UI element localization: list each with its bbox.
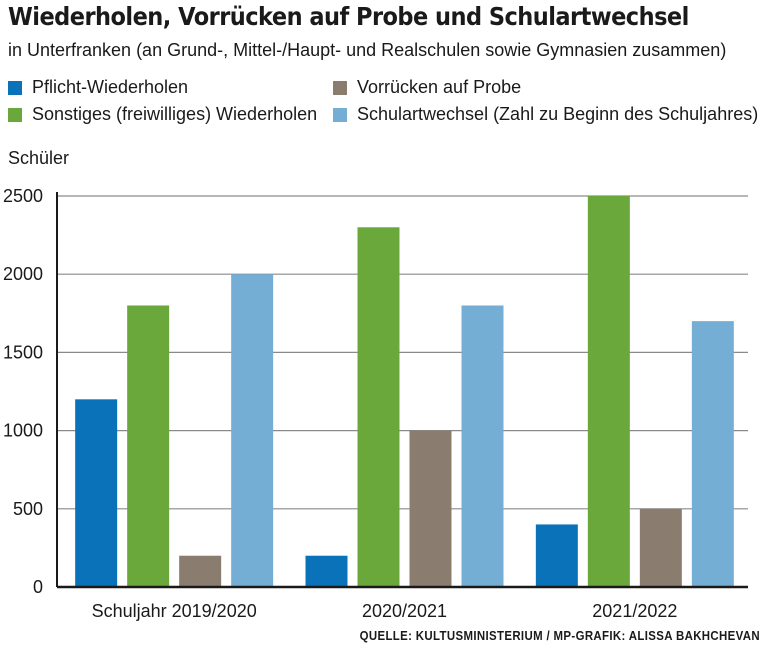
chart-subtitle: in Unterfranken (an Grund-, Mittel-/Haup… <box>8 40 727 60</box>
legend-item-pflicht: Pflicht-Wiederholen <box>8 77 188 98</box>
y-tick-label-0: 0 <box>33 577 43 597</box>
y-tick-label-1500: 1500 <box>3 342 43 362</box>
chart-title: Wiederholen, Vorrücken auf Probe und Sch… <box>8 2 689 31</box>
bar-4-1 <box>231 274 274 587</box>
x-tick-label-1: Schuljahr 2019/2020 <box>92 601 257 621</box>
bar-4-2 <box>461 305 504 587</box>
x-tick-label-3: 2021/2022 <box>592 601 677 621</box>
y-axis-label: Schüler <box>8 148 70 168</box>
legend-item-sonstiges: Sonstiges (freiwilliges) Wiederholen <box>8 104 317 125</box>
bar-1-3 <box>535 524 578 587</box>
source-credit: QUELLE: KULTUSMINISTERIUM / MP-GRAFIK: A… <box>359 628 760 643</box>
legend-swatch-schulartwechsel <box>333 107 347 122</box>
legend-item-schulartwechsel: Schulartwechsel (Zahl zu Beginn des Schu… <box>333 104 758 125</box>
x-tick-label-2: 2020/2021 <box>362 601 447 621</box>
bar-2-1 <box>127 305 170 587</box>
y-tick-label-1000: 1000 <box>3 421 43 441</box>
bar-2-2 <box>357 227 400 587</box>
bar-3-2 <box>409 430 452 587</box>
legend-label-vorruecken: Vorrücken auf Probe <box>357 77 522 97</box>
bar-1-2 <box>305 555 348 587</box>
legend-label-schulartwechsel: Schulartwechsel (Zahl zu Beginn des Schu… <box>357 104 759 124</box>
bar-3-1 <box>179 555 222 587</box>
y-tick-label-500: 500 <box>13 499 43 519</box>
legend-label-sonstiges: Sonstiges (freiwilliges) Wiederholen <box>32 104 318 124</box>
legend-label-pflicht: Pflicht-Wiederholen <box>32 77 189 97</box>
y-tick-label-2000: 2000 <box>3 264 43 284</box>
legend-swatch-sonstiges <box>8 107 22 122</box>
legend-swatch-vorruecken <box>333 80 347 95</box>
bar-1-1 <box>75 399 118 587</box>
y-tick-label-2500: 2500 <box>3 186 43 206</box>
bar-4-3 <box>691 321 734 587</box>
bar-2-3 <box>587 196 630 587</box>
bar-3-3 <box>639 508 682 587</box>
legend-swatch-pflicht <box>8 80 22 95</box>
legend-item-vorruecken: Vorrücken auf Probe <box>333 77 521 98</box>
